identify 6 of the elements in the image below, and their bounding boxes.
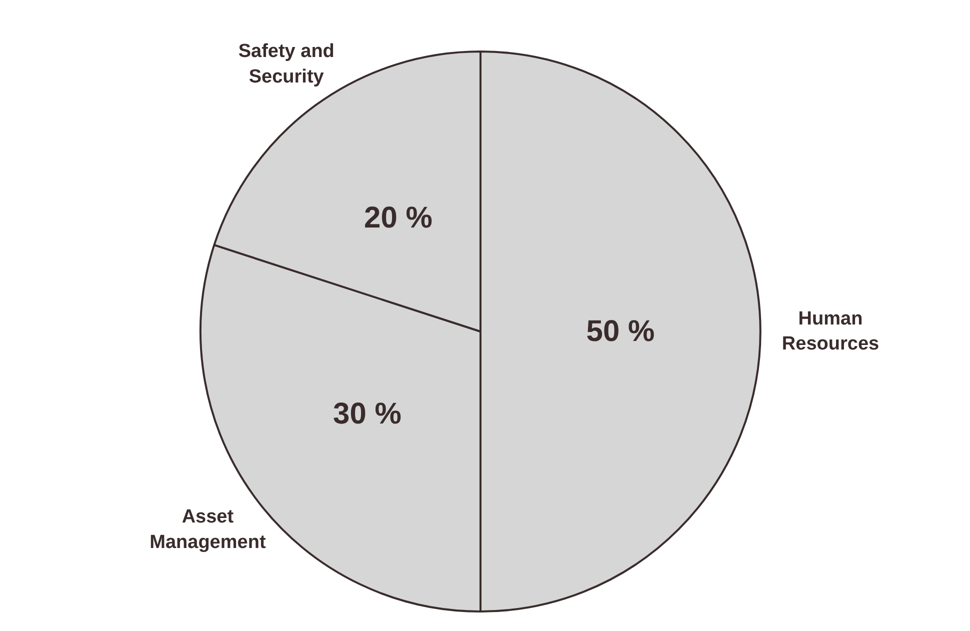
data-label: 20 % bbox=[364, 202, 432, 235]
slice-label: Safety and Security bbox=[238, 41, 334, 88]
slice-label: Asset Management bbox=[150, 506, 266, 553]
slice-label: Human Resources bbox=[782, 308, 880, 355]
data-label: 50 % bbox=[586, 315, 655, 348]
data-label: 30 % bbox=[333, 397, 402, 430]
